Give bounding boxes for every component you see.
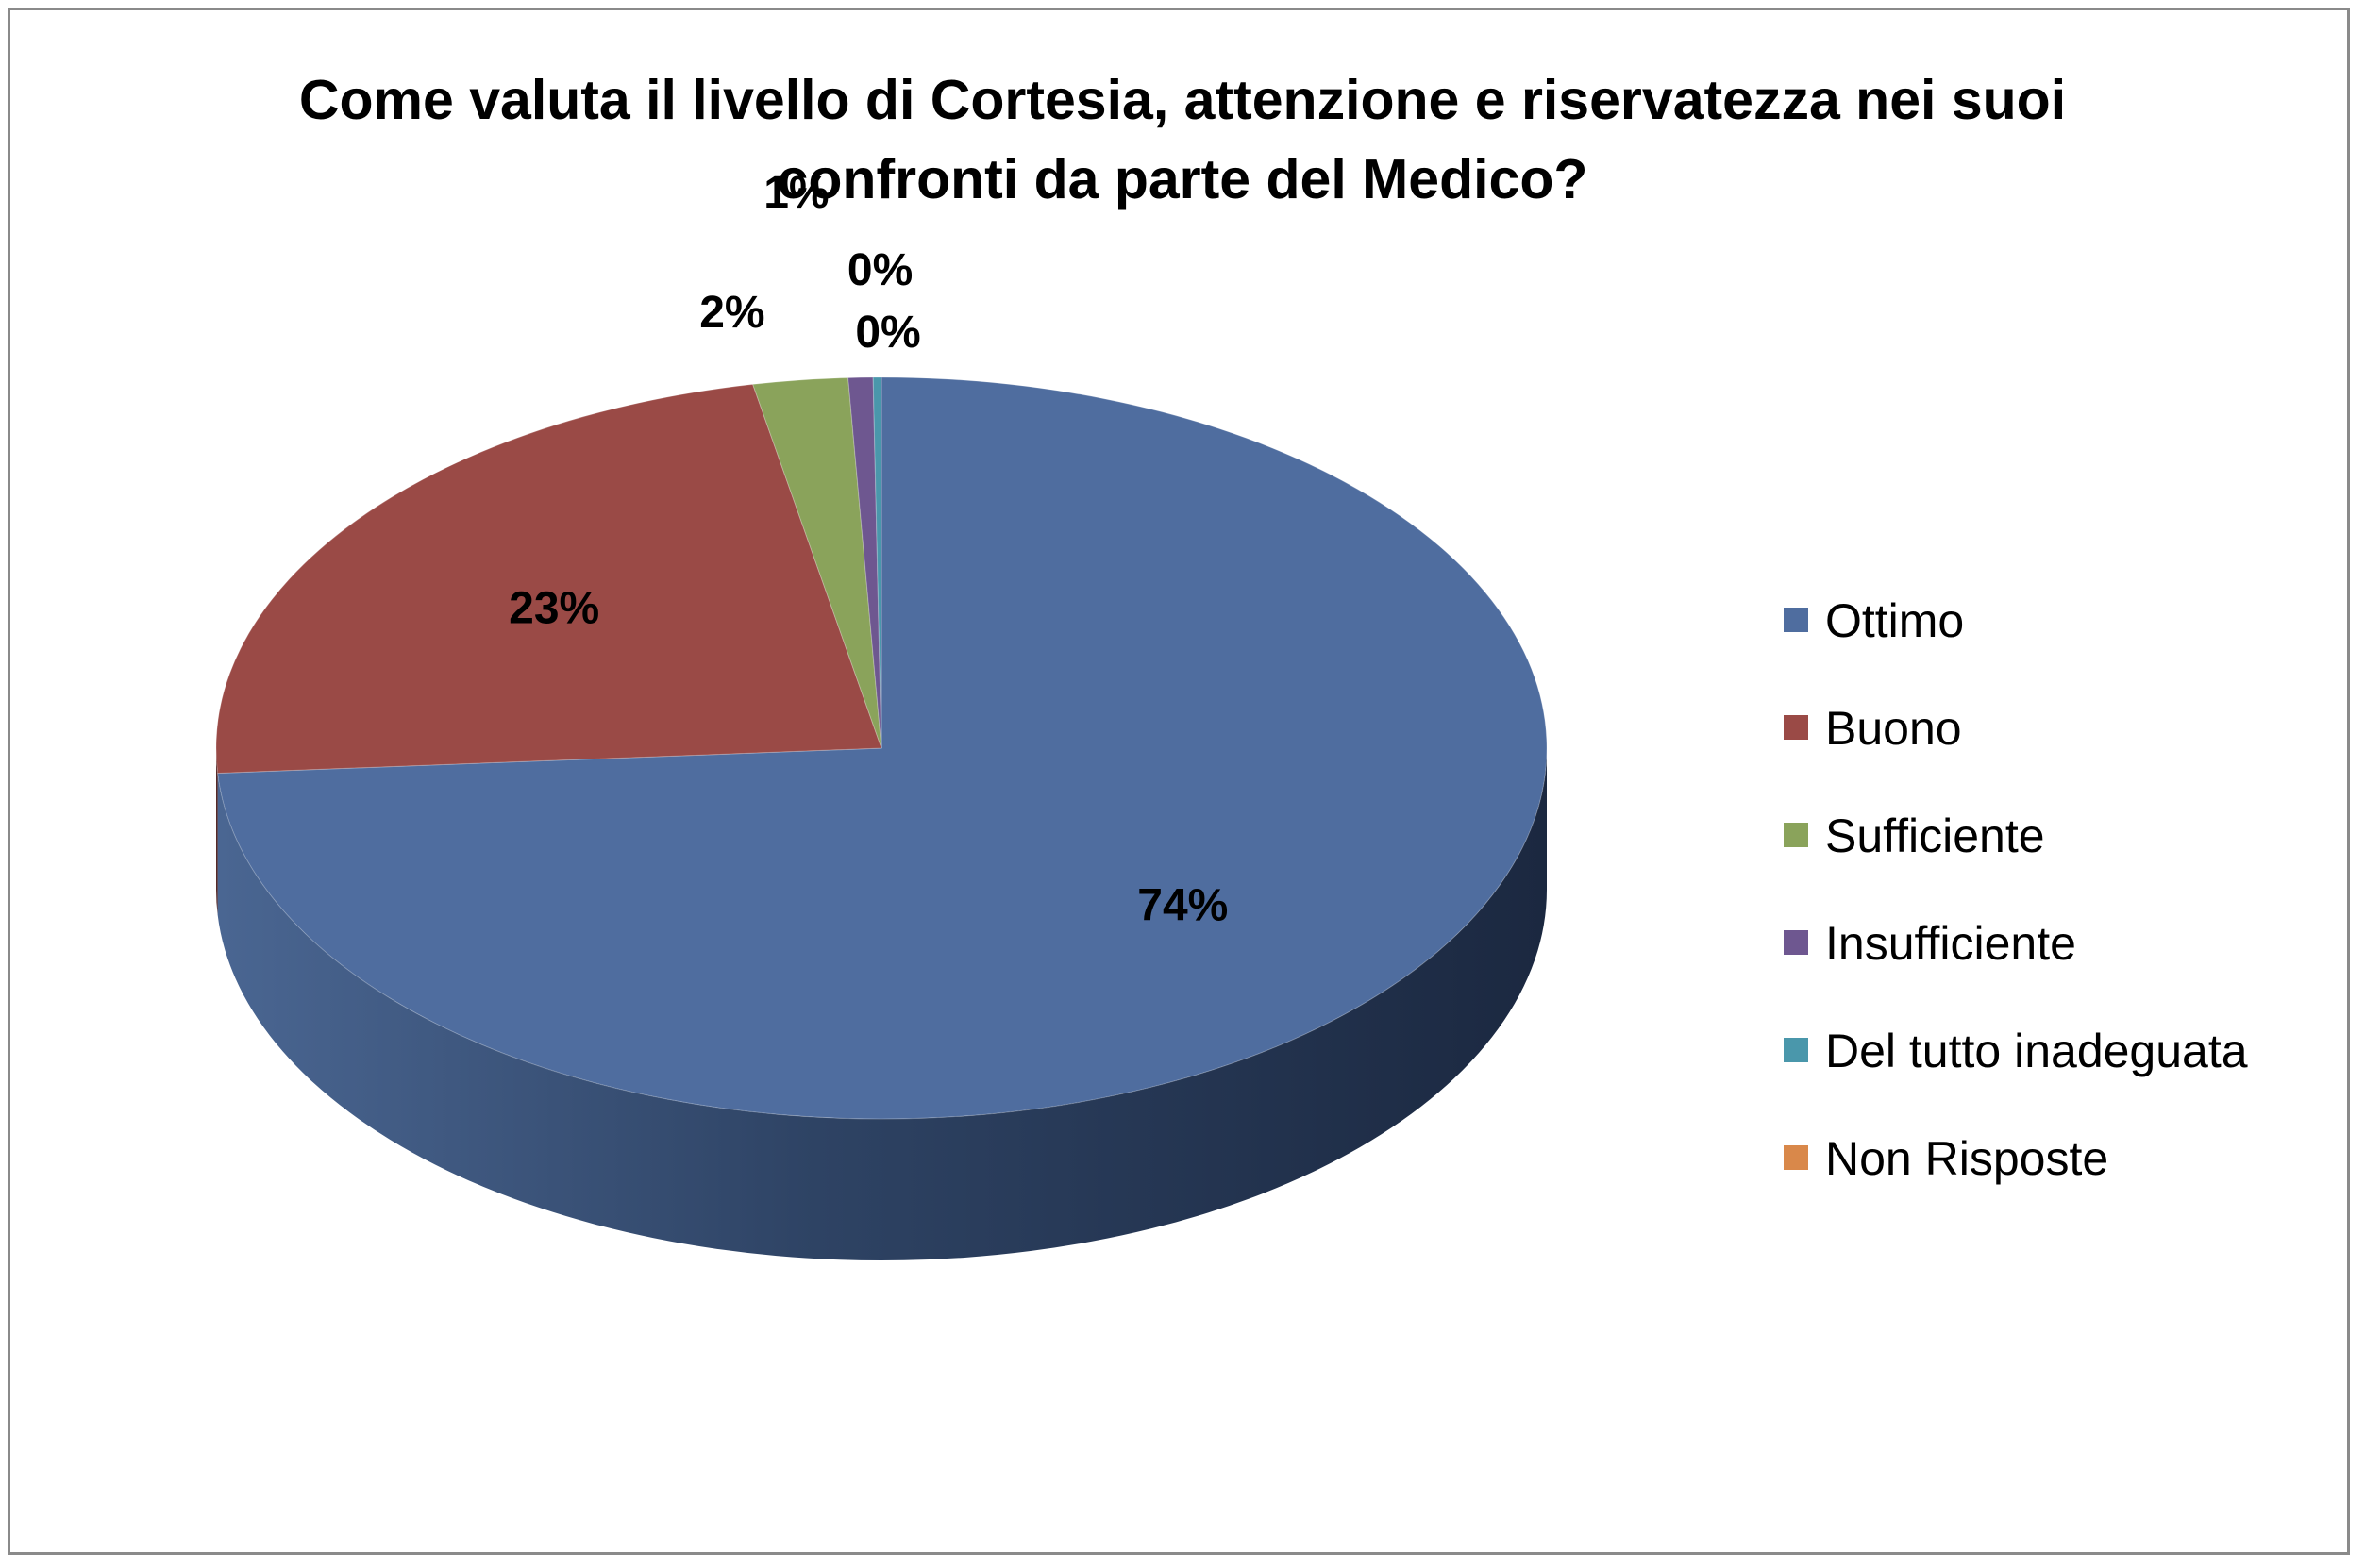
pie-labels-group: 74% 23% 2% 1% 0% 0% [509, 168, 1228, 930]
data-label-sufficiente: 2% [699, 288, 764, 338]
legend-swatch-insufficiente [1784, 930, 1808, 955]
legend-label-ottimo: Ottimo [1825, 594, 1964, 647]
data-label-non-risposte: 0% [855, 308, 920, 358]
pie-top-group [215, 376, 1548, 1120]
pie-side-group [216, 748, 1547, 1260]
legend: Ottimo Buono Sufficiente Insufficiente Del t… [1784, 594, 2248, 1185]
data-label-insufficiente: 1% [763, 168, 829, 218]
pie-slice-buono [215, 383, 882, 775]
chart-title-line-2: confronti da parte del Medico? [778, 148, 1588, 210]
data-label-buono: 23% [509, 584, 599, 634]
data-label-del-tutto-inadeguata: 0% [847, 245, 913, 295]
pie-slice-sufficiente [752, 376, 882, 749]
legend-swatch-del-tutto-inadeguata [1784, 1038, 1808, 1062]
pie-slice-del-tutto-inadeguata [872, 376, 882, 749]
legend-swatch-sufficiente [1784, 823, 1808, 847]
data-label-ottimo: 74% [1137, 880, 1228, 930]
legend-swatch-ottimo [1784, 608, 1808, 632]
legend-swatch-non-risposte [1784, 1145, 1808, 1170]
pie-side-buono [216, 748, 218, 915]
pie-slice-insufficiente [847, 376, 882, 749]
legend-label-buono: Buono [1825, 702, 1962, 755]
legend-label-sufficiente: Sufficiente [1825, 809, 2045, 862]
pie-slice-ottimo [217, 376, 1548, 1120]
pie-side-ottimo [217, 748, 1547, 1260]
chart-title-line-1: Come valuta il livello di Cortesia, atte… [299, 69, 2066, 131]
legend-swatch-buono [1784, 715, 1808, 740]
legend-label-non-risposte: Non Risposte [1825, 1132, 2108, 1185]
legend-label-insufficiente: Insufficiente [1825, 917, 2076, 970]
legend-label-del-tutto-inadeguata: Del tutto inadeguata [1825, 1025, 2248, 1077]
